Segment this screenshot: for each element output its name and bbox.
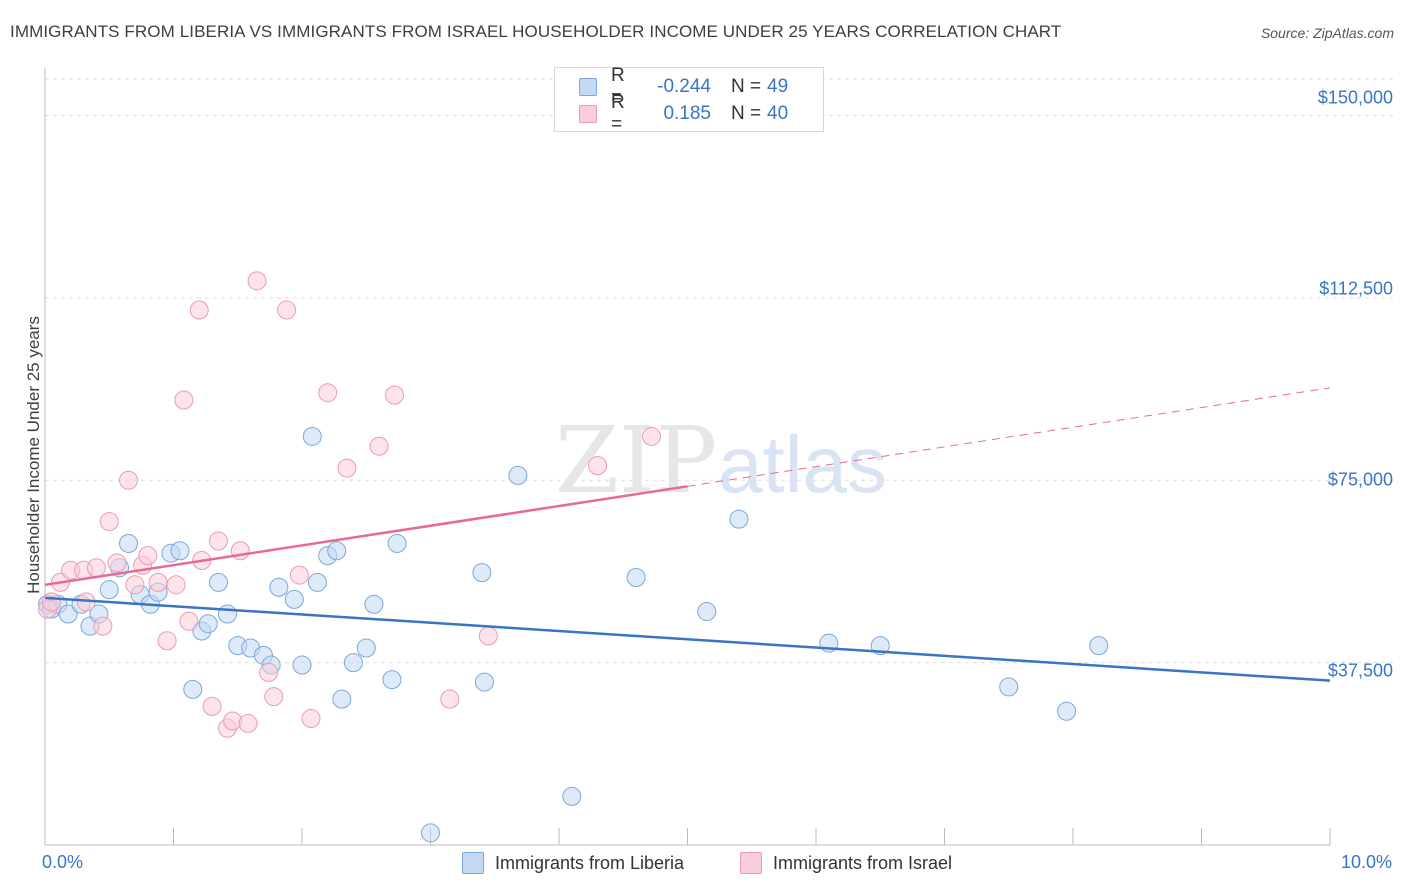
n-label: N = <box>731 103 762 124</box>
israel-swatch <box>579 105 597 123</box>
n-value: 49 <box>767 76 789 97</box>
liberia-point <box>1057 701 1077 721</box>
israel-point <box>157 631 177 651</box>
source-label: Source: ZipAtlas.com <box>1260 25 1394 41</box>
x-tick-label: 0.0% <box>42 852 84 872</box>
liberia-point <box>697 602 717 622</box>
legend-row-liberia: R = -0.244 N = 49 <box>579 65 789 108</box>
liberia-swatch <box>462 852 484 874</box>
israel-point <box>99 512 119 532</box>
israel-point <box>138 546 158 566</box>
legend-label: Immigrants from Israel <box>773 852 953 873</box>
liberia-point <box>327 541 347 561</box>
liberia-point <box>217 604 237 624</box>
liberia-point <box>292 655 312 675</box>
liberia-point <box>284 589 304 609</box>
liberia-point <box>343 653 363 673</box>
liberia-point <box>307 572 327 592</box>
israel-point <box>238 713 258 733</box>
israel-swatch <box>740 852 762 874</box>
liberia-point <box>474 672 494 692</box>
israel-point <box>179 611 199 631</box>
legend-item-liberia[interactable]: Immigrants from Liberia <box>462 852 684 874</box>
israel-point <box>174 390 194 410</box>
israel-point <box>86 558 106 578</box>
israel-point <box>41 592 61 612</box>
liberia-point <box>870 636 890 656</box>
liberia-point <box>999 677 1019 697</box>
y-tick-label: $112,500 <box>1319 278 1393 299</box>
israel-point <box>166 575 186 595</box>
israel-point <box>337 458 357 478</box>
liberia-point <box>729 509 749 529</box>
watermark-zip: ZIP <box>555 407 717 514</box>
liberia-point <box>472 563 492 583</box>
liberia-point <box>562 786 582 806</box>
liberia-point <box>198 614 218 634</box>
liberia-point <box>99 580 119 600</box>
liberia-point <box>183 679 203 699</box>
r-label: R = <box>611 92 625 135</box>
liberia-point <box>58 604 78 624</box>
israel-point <box>440 689 460 709</box>
legend-item-israel[interactable]: Immigrants from Israel <box>740 852 952 874</box>
legend-row-israel: R = 0.185 N = 40 <box>579 92 789 135</box>
israel-point <box>318 383 338 403</box>
liberia-point <box>208 572 228 592</box>
liberia-point <box>1089 636 1109 656</box>
israel-point <box>202 696 222 716</box>
legend-label: Immigrants from Liberia <box>495 852 685 873</box>
liberia-point <box>302 426 322 446</box>
watermark-atlas: atlas <box>718 420 887 509</box>
liberia-point <box>269 577 289 597</box>
israel-point <box>247 271 267 291</box>
y-tick-label: $37,500 <box>1327 660 1393 681</box>
israel-point <box>148 572 168 592</box>
israel-point <box>93 616 113 636</box>
israel-point <box>259 662 279 682</box>
liberia-point <box>626 568 646 588</box>
r-value: -0.244 <box>657 76 711 97</box>
liberia-point <box>508 465 528 485</box>
r-label: R = <box>611 65 625 108</box>
israel-trend-extension <box>687 387 1331 487</box>
liberia-point <box>119 533 139 553</box>
israel-point <box>642 426 662 446</box>
liberia-point <box>356 638 376 658</box>
israel-point <box>119 470 139 490</box>
israel-point <box>301 709 321 729</box>
israel-point <box>107 553 127 573</box>
liberia-point <box>382 670 402 690</box>
israel-point <box>385 385 405 405</box>
liberia-point <box>332 689 352 709</box>
liberia-trend-line <box>44 596 1331 682</box>
israel-point <box>208 531 228 551</box>
israel-point <box>369 436 389 456</box>
r-value: 0.185 <box>663 103 711 124</box>
liberia-point <box>421 823 440 843</box>
liberia-swatch <box>579 78 597 96</box>
israel-point <box>277 300 297 320</box>
x-tick-label: 10.0% <box>1341 852 1393 872</box>
n-value: 40 <box>767 103 789 124</box>
n-label: N = <box>731 76 762 97</box>
y-tick-label: $75,000 <box>1327 469 1393 490</box>
israel-trend-line <box>44 485 688 587</box>
liberia-point <box>387 533 407 553</box>
y-tick-label: $150,000 <box>1317 87 1393 108</box>
israel-point <box>264 687 284 707</box>
liberia-point <box>170 541 190 561</box>
israel-point <box>478 626 498 646</box>
correlation-legend: R = -0.244 N = 49 R = 0.185 N = 40 <box>554 65 824 135</box>
israel-point <box>289 565 309 585</box>
liberia-point <box>364 594 384 614</box>
israel-point <box>588 456 608 476</box>
israel-point <box>189 300 209 320</box>
israel-point <box>125 575 145 595</box>
chart-title: IMMIGRANTS FROM LIBERIA VS IMMIGRANTS FR… <box>10 22 1062 41</box>
